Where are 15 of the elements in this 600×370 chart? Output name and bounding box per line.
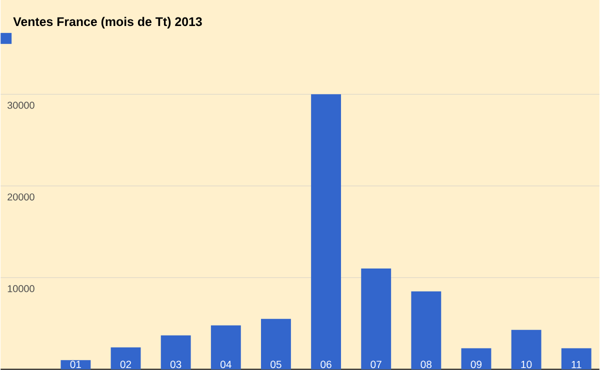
x-tick-label: 03 xyxy=(170,360,182,368)
chart-title: Ventes France (mois de Tt) 2013 xyxy=(13,16,202,28)
x-tick-label: 04 xyxy=(220,360,232,368)
x-tick-label: 11 xyxy=(572,360,582,368)
x-tick-label: 08 xyxy=(420,360,432,368)
x-tick-label: 07 xyxy=(370,360,382,368)
y-tick-label: 30000 xyxy=(7,102,34,109)
x-tick-label: 01 xyxy=(70,360,81,368)
x-tick-label: 05 xyxy=(270,360,282,368)
x-tick-label: 09 xyxy=(470,360,482,368)
x-tick-label: 10 xyxy=(521,360,532,368)
x-tick-label: 02 xyxy=(120,360,132,368)
x-tick-label: 06 xyxy=(320,360,332,368)
y-tick-label: 10000 xyxy=(8,285,34,292)
y-tick-label: 20000 xyxy=(8,193,34,200)
